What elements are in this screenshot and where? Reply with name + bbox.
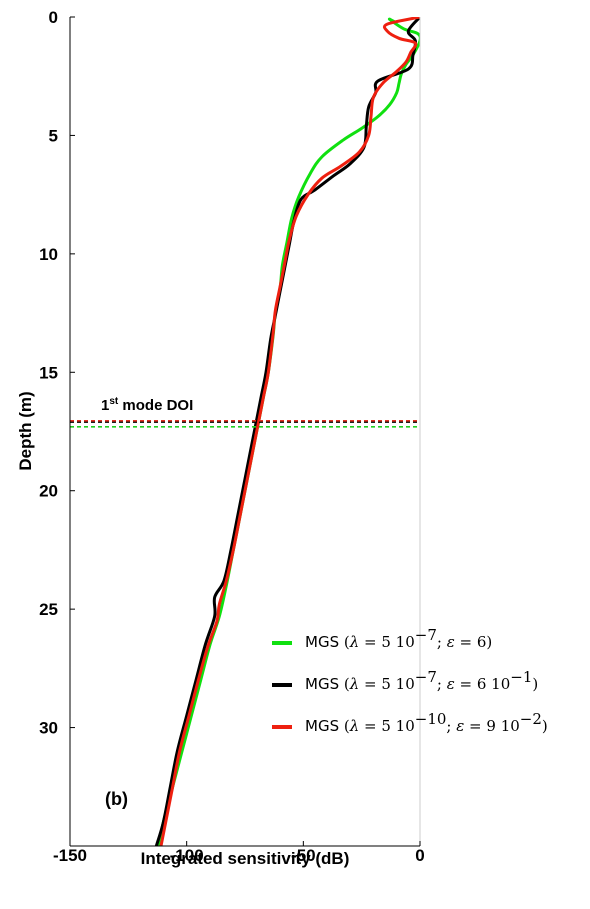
legend-eps-exp: −2 xyxy=(520,710,542,728)
panel-label: (b) xyxy=(105,789,128,809)
legend-math-text: ) xyxy=(486,633,492,651)
y-tick-label: 5 xyxy=(49,126,58,145)
legend-math-text: λ = xyxy=(349,717,382,735)
series-line-3 xyxy=(159,17,420,846)
legend: MGS (λ = 5 10−7; ε = 6)MGS (λ = 5 10−7; … xyxy=(272,626,548,735)
legend-name: MGS xyxy=(305,633,339,651)
y-tick-label: 10 xyxy=(39,245,58,264)
legend-lambda-exp: −7 xyxy=(415,668,437,686)
doi-annotation: 1st mode DOI xyxy=(101,396,193,414)
doi-annotation-rest: mode DOI xyxy=(118,397,193,414)
legend-eps-base: 9 10 xyxy=(486,717,519,735)
legend-math-text: ε = xyxy=(456,717,486,735)
legend-math-text: ( xyxy=(339,717,350,735)
legend-name: MGS xyxy=(305,717,339,735)
x-tick-label: -50 xyxy=(291,846,316,865)
x-tick-label: -150 xyxy=(53,846,87,865)
legend-math-text: ) xyxy=(542,717,548,735)
y-axis-label: Depth (m) xyxy=(16,391,35,470)
legend-eps-base: 6 10 xyxy=(477,675,510,693)
legend-math-text: λ = xyxy=(349,633,382,651)
x-axis-label: Integrated sensitivity (dB) xyxy=(141,849,350,868)
y-tick-label: 20 xyxy=(39,482,58,501)
legend-lambda-exp: −10 xyxy=(415,710,447,728)
legend-entry-2: MGS (λ = 5 10−7; ε = 6 10−1) xyxy=(305,668,538,693)
legend-math-text: ( xyxy=(339,633,350,651)
legend-name: MGS xyxy=(305,675,339,693)
legend-entry-3: MGS (λ = 5 10−10; ε = 9 10−2) xyxy=(305,710,548,735)
legend-math-text: ε = xyxy=(447,675,477,693)
doi-annotation-main: 1 xyxy=(101,397,109,414)
legend-eps-base: 6 xyxy=(477,633,487,651)
legend-math-text: λ = xyxy=(349,675,382,693)
legend-lambda-base: 5 10 xyxy=(381,675,414,693)
doi-annotation-sup: st xyxy=(109,396,119,407)
legend-math-text: ( xyxy=(339,675,350,693)
legend-entry-1: MGS (λ = 5 10−7; ε = 6) xyxy=(305,626,492,651)
legend-lambda-exp: −7 xyxy=(415,626,437,644)
y-tick-label: 25 xyxy=(39,600,58,619)
legend-math-text: ; xyxy=(437,633,447,651)
legend-math-text: ; xyxy=(446,717,456,735)
plot-area xyxy=(70,17,420,846)
legend-eps-exp: −1 xyxy=(510,668,532,686)
x-tick-label: -100 xyxy=(170,846,204,865)
legend-math-text: ε = xyxy=(447,633,477,651)
y-tick-label: 0 xyxy=(49,8,58,27)
y-tick-label: 15 xyxy=(39,363,58,382)
series-layer xyxy=(154,17,420,846)
legend-lambda-base: 5 10 xyxy=(381,717,414,735)
legend-math-text: ) xyxy=(532,675,538,693)
x-tick-label: 0 xyxy=(415,846,424,865)
legend-lambda-base: 5 10 xyxy=(381,633,414,651)
legend-math-text: ; xyxy=(437,675,447,693)
axis-ticks: -150 -100 -50 0 0 5 10 15 20 25 30 xyxy=(39,8,425,865)
y-tick-label: 30 xyxy=(39,719,58,738)
doi-lines xyxy=(70,420,420,428)
